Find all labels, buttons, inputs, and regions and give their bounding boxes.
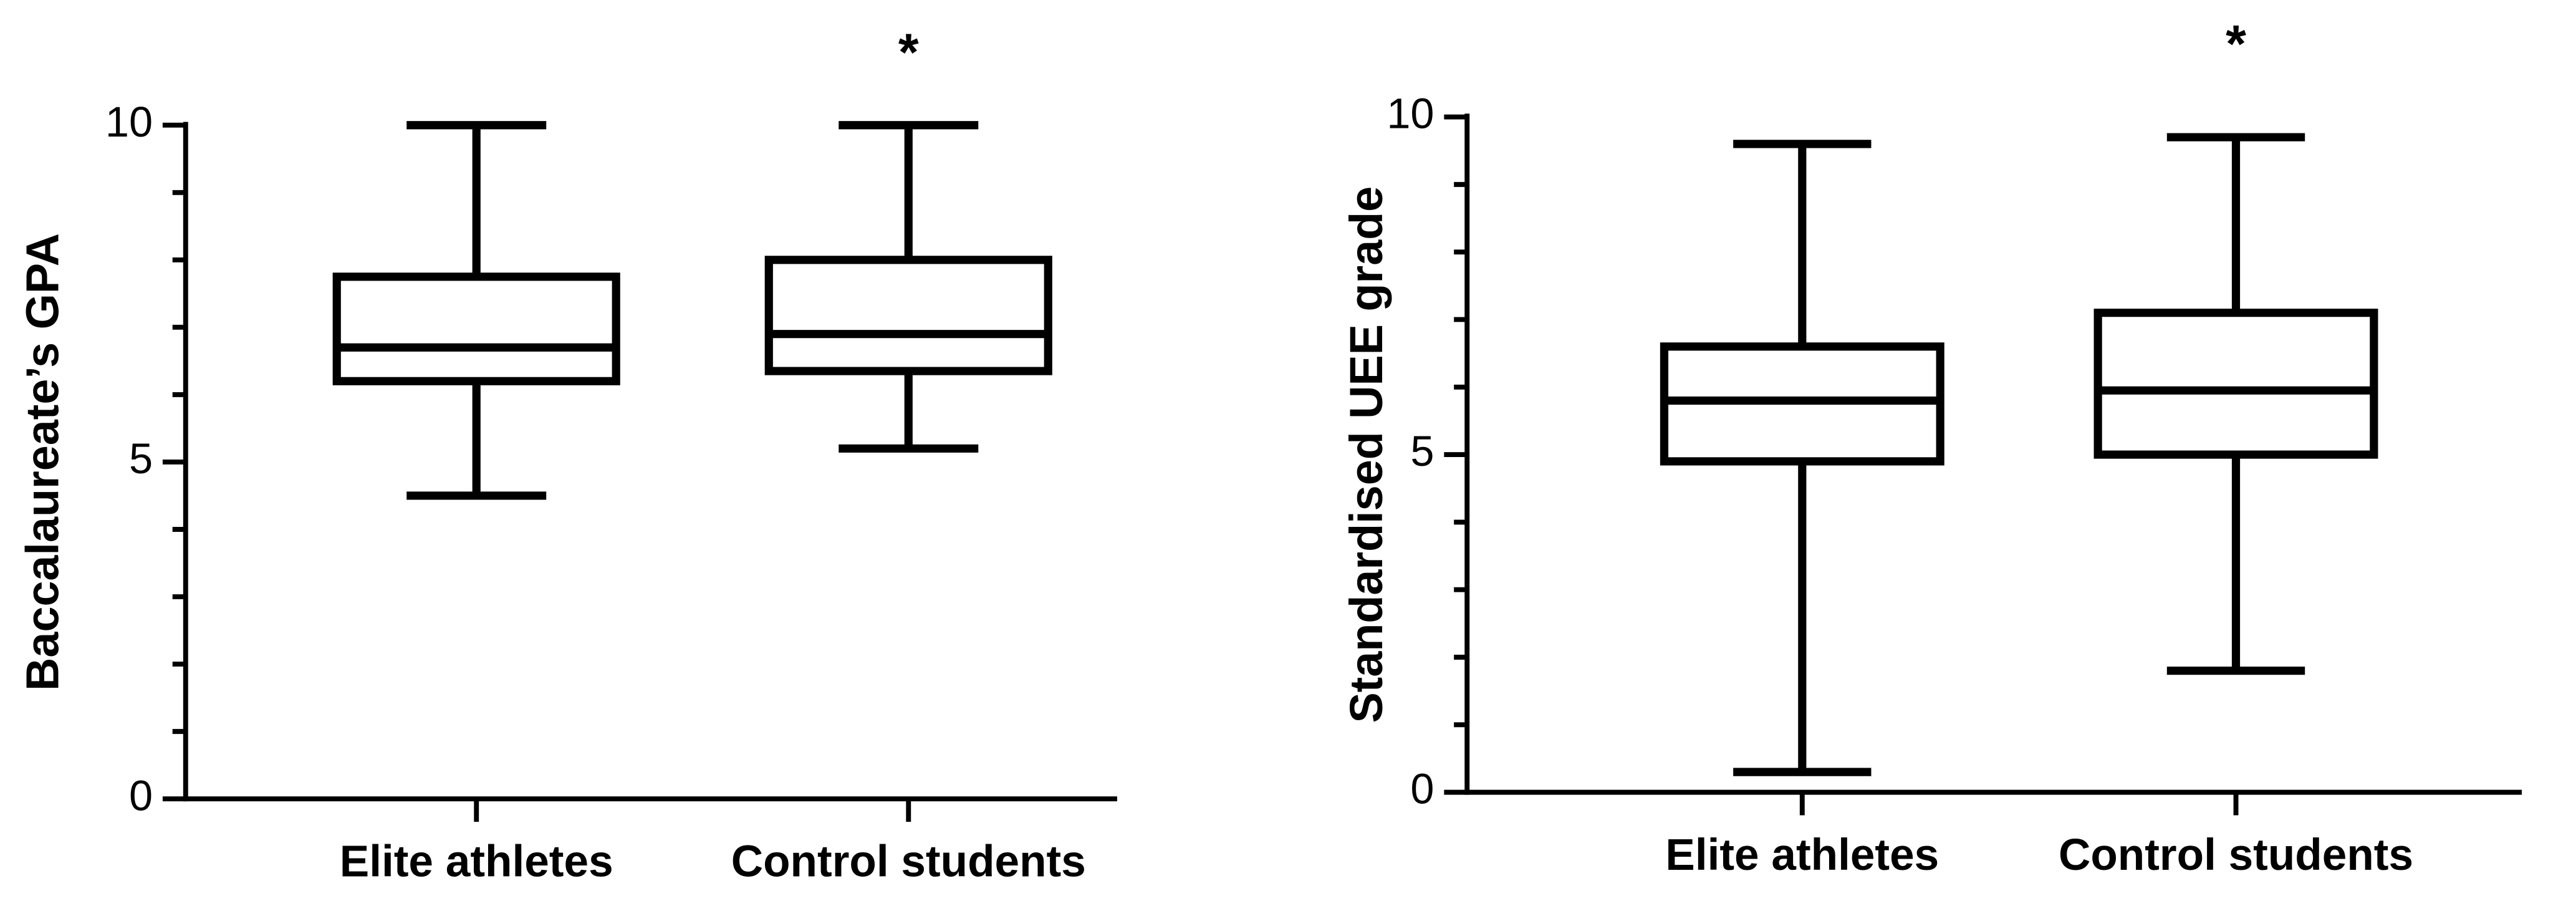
- x-tick-label: Control students: [731, 837, 1086, 886]
- x-tick-label: Elite athletes: [1665, 831, 1939, 880]
- y-tick-label: 10: [1387, 90, 1434, 138]
- x-tick-label: Control students: [2059, 831, 2413, 880]
- significance-marker: *: [898, 22, 919, 81]
- significance-marker: *: [2226, 14, 2246, 73]
- box: [2093, 309, 2378, 459]
- y-tick-label: 5: [129, 435, 153, 483]
- y-tick-label: 10: [105, 98, 153, 146]
- box: [332, 272, 620, 385]
- y-axis-label: Baccalaureate’s GPA: [16, 233, 68, 691]
- x-tick-label: Elite athletes: [340, 837, 613, 886]
- y-tick-label: 0: [1410, 765, 1434, 813]
- y-axis-label: Standardised UEE grade: [1340, 186, 1392, 723]
- y-tick-label: 0: [129, 771, 153, 819]
- chart-panel: 0 5 10 Baccalaureate’s GPA Elite athletes Con…: [16, 22, 1117, 886]
- y-tick-label: 5: [1410, 427, 1434, 475]
- chart-panel: 0 5 10 Standardised UEE grade Elite athletes…: [1340, 14, 2522, 880]
- box: [764, 256, 1052, 375]
